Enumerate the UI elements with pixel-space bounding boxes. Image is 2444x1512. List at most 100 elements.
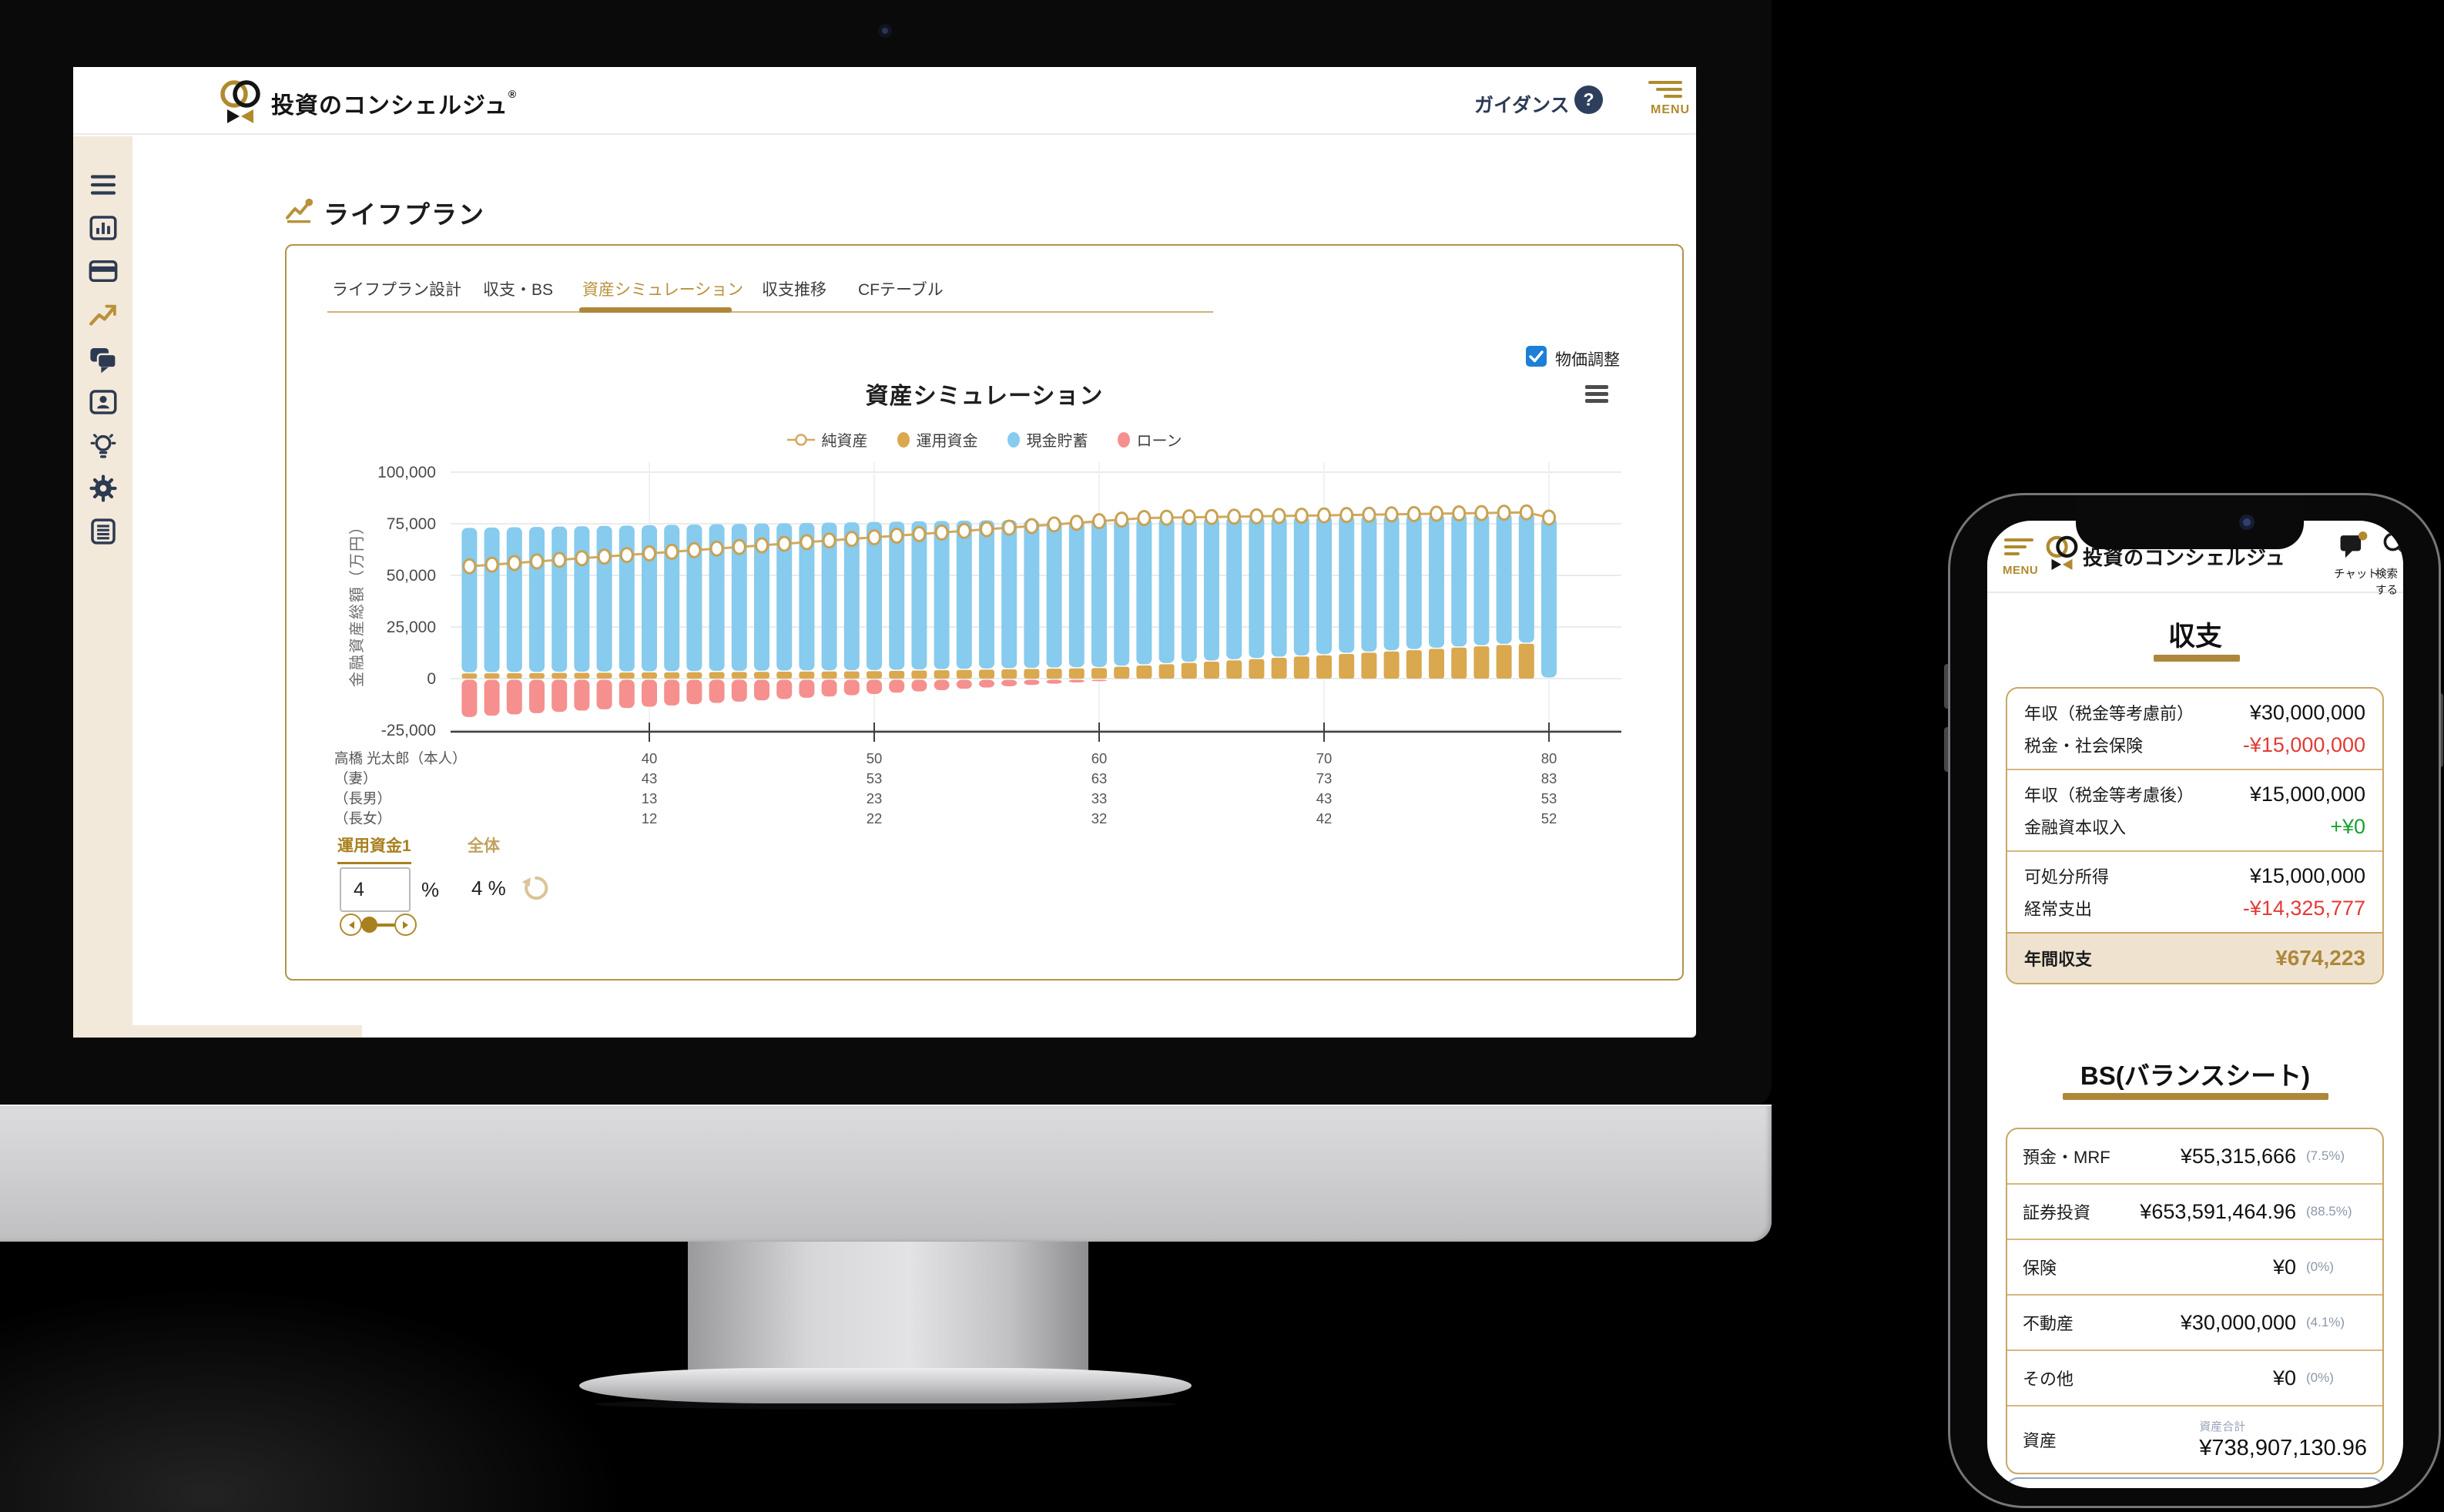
- bar-fund[interactable]: [1518, 643, 1534, 679]
- bar-cash[interactable]: [1429, 513, 1444, 648]
- net-assets-marker[interactable]: [1406, 505, 1421, 522]
- bar-loan[interactable]: [799, 679, 815, 698]
- bar-fund[interactable]: [1068, 668, 1085, 679]
- bar-loan[interactable]: [776, 679, 793, 699]
- net-assets-marker[interactable]: [934, 524, 949, 541]
- bar-loan[interactable]: [889, 679, 905, 693]
- net-assets-marker[interactable]: [1542, 509, 1556, 526]
- net-assets-marker[interactable]: [867, 529, 881, 546]
- net-assets-marker[interactable]: [1159, 509, 1174, 526]
- net-assets-marker[interactable]: [642, 545, 656, 562]
- net-assets-marker[interactable]: [1069, 515, 1084, 531]
- bar-cash[interactable]: [1316, 515, 1332, 655]
- bar-cash[interactable]: [1383, 514, 1400, 651]
- header-menu-icon[interactable]: [1648, 79, 1682, 99]
- bar-fund[interactable]: [1114, 666, 1130, 679]
- bar-cash[interactable]: [1451, 513, 1467, 647]
- bar-loan[interactable]: [911, 679, 927, 692]
- net-assets-marker[interactable]: [1317, 507, 1331, 524]
- bar-fund[interactable]: [821, 671, 837, 679]
- bar-cash[interactable]: [1204, 517, 1219, 661]
- net-assets-marker[interactable]: [1294, 507, 1309, 524]
- bar-fund[interactable]: [956, 669, 972, 679]
- bar-cash[interactable]: [484, 527, 500, 672]
- tab-2[interactable]: 資産シミュレーション: [582, 281, 744, 299]
- bar-cash[interactable]: [843, 522, 860, 671]
- bar-cash[interactable]: [979, 520, 994, 669]
- bar-cash[interactable]: [1226, 516, 1242, 659]
- net-assets-marker[interactable]: [777, 535, 792, 552]
- bar-cash[interactable]: [1001, 520, 1017, 669]
- bar-cash[interactable]: [619, 525, 635, 672]
- bar-fund[interactable]: [843, 671, 860, 679]
- net-assets-marker[interactable]: [732, 538, 746, 555]
- bar-cash[interactable]: [596, 525, 612, 672]
- bar-fund[interactable]: [1473, 646, 1490, 679]
- bar-fund[interactable]: [574, 672, 590, 679]
- sidebar-item-lifeplan line-chart-icon[interactable]: [87, 299, 119, 331]
- bar-cash[interactable]: [506, 527, 522, 672]
- bar-loan[interactable]: [529, 679, 545, 713]
- bar-cash[interactable]: [529, 527, 545, 672]
- fund1-subtab[interactable]: 運用資金1: [337, 833, 411, 864]
- bar-cash[interactable]: [1271, 515, 1287, 657]
- bar-cash[interactable]: [934, 521, 950, 669]
- rate-input[interactable]: [340, 867, 411, 912]
- bar-cash[interactable]: [1181, 517, 1197, 662]
- asset-simulation-chart[interactable]: 100,000 75,000 50,000 25,000 0 -25,000 金融資産総額（…: [324, 443, 1656, 837]
- bar-cash[interactable]: [461, 528, 478, 672]
- bar-cash[interactable]: [1114, 518, 1130, 666]
- net-assets-marker[interactable]: [800, 534, 814, 551]
- sidebar-item-dashboard bar-chart-icon[interactable]: [87, 212, 119, 244]
- bar-loan[interactable]: [506, 679, 522, 715]
- bar-cash[interactable]: [956, 520, 972, 669]
- net-assets-marker[interactable]: [1024, 518, 1039, 535]
- bar-fund[interactable]: [1091, 668, 1107, 679]
- sidebar-item-menu menu-icon[interactable]: [87, 169, 119, 201]
- net-assets-marker[interactable]: [957, 522, 971, 539]
- net-assets-marker[interactable]: [552, 551, 567, 568]
- slider-thumb[interactable]: [361, 917, 377, 933]
- sidebar-item-profile id-card-icon[interactable]: [87, 386, 119, 418]
- bar-fund[interactable]: [1024, 669, 1040, 679]
- bar-loan[interactable]: [731, 679, 747, 702]
- net-assets-marker[interactable]: [755, 537, 769, 554]
- net-assets-marker[interactable]: [1205, 508, 1219, 525]
- bar-fund[interactable]: [1361, 652, 1377, 679]
- sidebar-item-advice lightbulb-icon[interactable]: [87, 429, 119, 461]
- bar-fund[interactable]: [529, 672, 545, 679]
- bar-fund[interactable]: [867, 671, 882, 679]
- tab-3[interactable]: 収支推移: [762, 281, 826, 299]
- bar-cash[interactable]: [1518, 512, 1534, 643]
- bar-fund[interactable]: [1204, 662, 1219, 679]
- tab-1[interactable]: 収支・BS: [483, 281, 554, 299]
- bar-fund[interactable]: [911, 670, 927, 679]
- bar-loan[interactable]: [709, 679, 725, 703]
- bar-fund[interactable]: [1001, 669, 1017, 679]
- net-assets-marker[interactable]: [844, 531, 859, 548]
- bar-loan[interactable]: [1046, 679, 1062, 684]
- net-assets-marker[interactable]: [1430, 505, 1443, 522]
- price-adjust-label[interactable]: 物価調整: [1555, 351, 1620, 369]
- net-assets-marker[interactable]: [1249, 508, 1264, 525]
- guidance-button[interactable]: ガイダンス: [1474, 95, 1570, 116]
- phone-search-icon[interactable]: [2382, 531, 2403, 558]
- bar-cash[interactable]: [867, 521, 882, 670]
- net-assets-marker[interactable]: [530, 553, 544, 570]
- bar-loan[interactable]: [1024, 679, 1040, 686]
- bar-fund[interactable]: [596, 672, 612, 679]
- slider-increment-button[interactable]: [394, 914, 417, 936]
- bar-cash[interactable]: [1091, 518, 1107, 667]
- sidebar-item-chat chat-icon[interactable]: [87, 343, 119, 375]
- bar-fund[interactable]: [979, 669, 994, 679]
- bar-loan[interactable]: [1001, 679, 1017, 686]
- tab-4[interactable]: CFテーブル: [858, 281, 944, 299]
- chart-menu-icon[interactable]: [1585, 385, 1608, 406]
- net-assets-marker[interactable]: [709, 540, 724, 557]
- bar-fund[interactable]: [619, 672, 635, 679]
- phone-search-label[interactable]: 検索する: [2375, 568, 2398, 597]
- bar-cash[interactable]: [1541, 517, 1557, 678]
- bar-cash[interactable]: [664, 525, 680, 672]
- tab-0[interactable]: ライフプラン設計: [332, 281, 461, 299]
- bar-fund[interactable]: [506, 672, 522, 679]
